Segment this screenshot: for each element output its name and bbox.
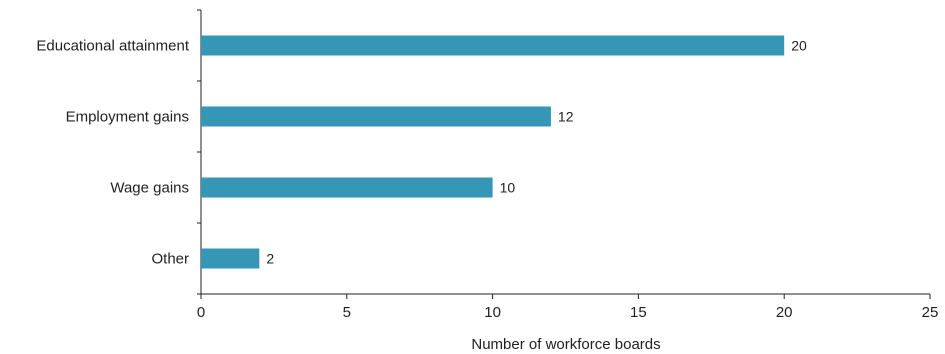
x-tick-label: 15 [630,304,647,321]
category-label: Other [151,251,189,268]
bars [201,35,785,269]
x-tick-label: 25 [922,304,939,321]
x-axis-title: Number of workforce boards [471,336,660,353]
labels: Educational attainment 20 Employment gains… [36,38,807,268]
data-label: 20 [791,38,807,54]
axes: 0 5 10 15 20 25 [197,9,939,321]
data-label: 2 [266,251,274,267]
x-tick-label: 0 [197,304,205,321]
category-label: Employment gains [66,109,189,126]
bar [201,177,493,198]
category-label: Wage gains [110,180,189,197]
data-label: 12 [558,109,574,125]
bar [201,35,785,56]
x-tick-label: 20 [776,304,793,321]
x-tick-label: 5 [343,304,351,321]
data-label: 10 [500,180,516,196]
category-label: Educational attainment [36,38,189,55]
bar [201,106,551,127]
bar [201,248,260,269]
x-tick-label: 10 [484,304,501,321]
